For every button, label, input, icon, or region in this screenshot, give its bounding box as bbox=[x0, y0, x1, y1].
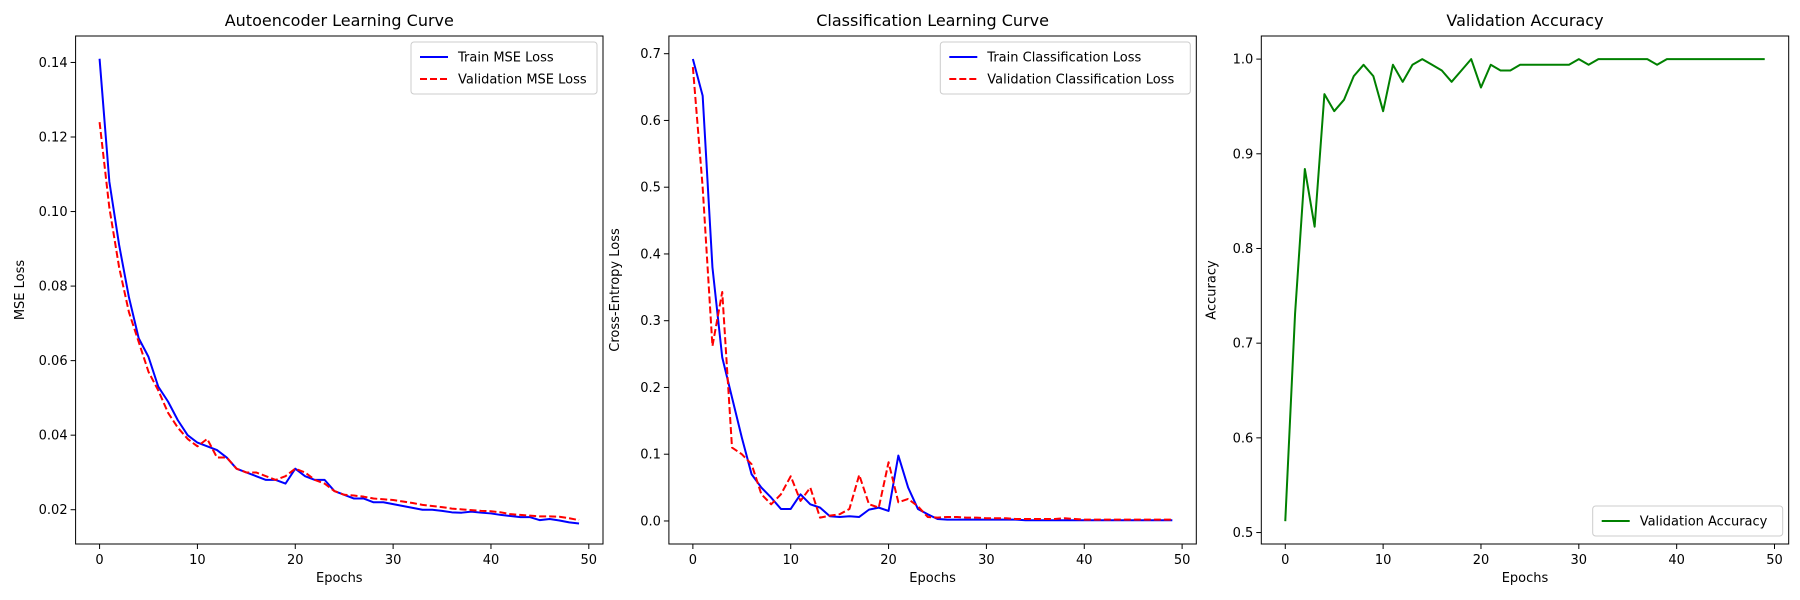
x-tick-label: 30 bbox=[978, 553, 995, 568]
x-tick-label: 10 bbox=[782, 553, 799, 568]
x-tick-label: 20 bbox=[287, 553, 304, 568]
legend: Validation Accuracy bbox=[1592, 505, 1784, 537]
y-tick-label: 0.6 bbox=[1233, 431, 1254, 446]
y-tick-label: 0.3 bbox=[640, 314, 661, 329]
chart-panel-3: Validation Accuracy 0 10 20 30 40 50 0.5 0.6 0.7 0… bbox=[1204, 11, 1790, 586]
legend: Train MSE Loss Validation MSE Loss bbox=[410, 41, 598, 95]
chart-panel-2: Classification Learning Curve 0 10 20 30 40 50… bbox=[608, 11, 1197, 586]
y-tick-label: 0.02 bbox=[39, 503, 68, 518]
y-tick-label: 0.6 bbox=[640, 114, 661, 129]
y-tick-label: 0.06 bbox=[39, 354, 68, 369]
legend-box bbox=[410, 41, 598, 95]
legend-label: Train MSE Loss bbox=[457, 51, 554, 66]
x-tick-label: 40 bbox=[1668, 553, 1685, 568]
x-tick-label: 0 bbox=[1281, 553, 1289, 568]
y-tick-label: 0.7 bbox=[640, 47, 661, 62]
y-tick-label: 0.5 bbox=[640, 181, 661, 196]
y-tick-label: 1.0 bbox=[1233, 53, 1254, 68]
y-axis-label: Cross-Entropy Loss bbox=[608, 228, 623, 352]
series-line-validation-mse-loss bbox=[98, 121, 580, 522]
y-axis-label: MSE Loss bbox=[13, 260, 28, 321]
y-tick-label: 0.4 bbox=[640, 247, 661, 262]
legend: Train Classification Loss Validation Clas… bbox=[939, 41, 1191, 95]
series-line-train-classification-loss bbox=[691, 58, 1173, 522]
y-tick-label: 0.12 bbox=[39, 131, 68, 146]
x-tick-label: 10 bbox=[189, 553, 206, 568]
y-axis-label: Accuracy bbox=[1204, 260, 1219, 320]
y-tick-label: 0.10 bbox=[39, 205, 68, 220]
series-line-validation-accuracy bbox=[1284, 58, 1765, 522]
legend-box bbox=[939, 41, 1191, 95]
y-tick-label: 0.1 bbox=[640, 448, 661, 463]
y-tick-label: 0.08 bbox=[39, 280, 68, 295]
x-axis-label: Epochs bbox=[316, 571, 363, 586]
x-tick-label: 0 bbox=[689, 553, 697, 568]
x-tick-label: 40 bbox=[483, 553, 500, 568]
plot-area-frame bbox=[1260, 35, 1790, 545]
legend-box bbox=[1592, 505, 1784, 537]
x-axis-label: Epochs bbox=[1502, 571, 1549, 586]
y-tick-label: 0.14 bbox=[39, 56, 68, 71]
legend-label: Validation MSE Loss bbox=[458, 73, 587, 88]
y-tick-label: 0.5 bbox=[1233, 526, 1254, 541]
x-tick-label: 10 bbox=[1375, 553, 1392, 568]
x-tick-label: 20 bbox=[880, 553, 897, 568]
legend-label: Validation Classification Loss bbox=[987, 73, 1174, 88]
x-tick-label: 50 bbox=[1766, 553, 1783, 568]
chart-title: Classification Learning Curve bbox=[816, 11, 1049, 30]
x-tick-label: 30 bbox=[1571, 553, 1588, 568]
x-tick-label: 50 bbox=[581, 553, 598, 568]
chart-title: Validation Accuracy bbox=[1446, 11, 1603, 30]
y-tick-label: 0.7 bbox=[1233, 337, 1254, 352]
plot-area-frame bbox=[75, 35, 604, 545]
y-tick-label: 0.9 bbox=[1233, 147, 1254, 162]
series-line-train-mse-loss bbox=[98, 58, 580, 525]
x-tick-label: 30 bbox=[385, 553, 402, 568]
legend-label: Validation Accuracy bbox=[1640, 515, 1768, 530]
y-tick-label: 0.2 bbox=[640, 381, 661, 396]
chart-title: Autoencoder Learning Curve bbox=[225, 11, 454, 30]
x-tick-label: 0 bbox=[95, 553, 103, 568]
x-tick-label: 20 bbox=[1473, 553, 1490, 568]
plot-area-frame bbox=[668, 35, 1197, 545]
y-tick-label: 0.8 bbox=[1233, 242, 1254, 257]
y-tick-label: 0.04 bbox=[39, 429, 68, 444]
y-tick-label: 0.0 bbox=[640, 514, 661, 529]
series-line-validation-classification-loss bbox=[691, 66, 1173, 521]
x-tick-label: 40 bbox=[1076, 553, 1093, 568]
chart-panel-1: Autoencoder Learning Curve 0 10 20 30 40 50 0.0… bbox=[13, 11, 604, 586]
x-tick-label: 50 bbox=[1174, 553, 1191, 568]
x-axis-label: Epochs bbox=[909, 571, 956, 586]
legend-label: Train Classification Loss bbox=[986, 51, 1141, 66]
